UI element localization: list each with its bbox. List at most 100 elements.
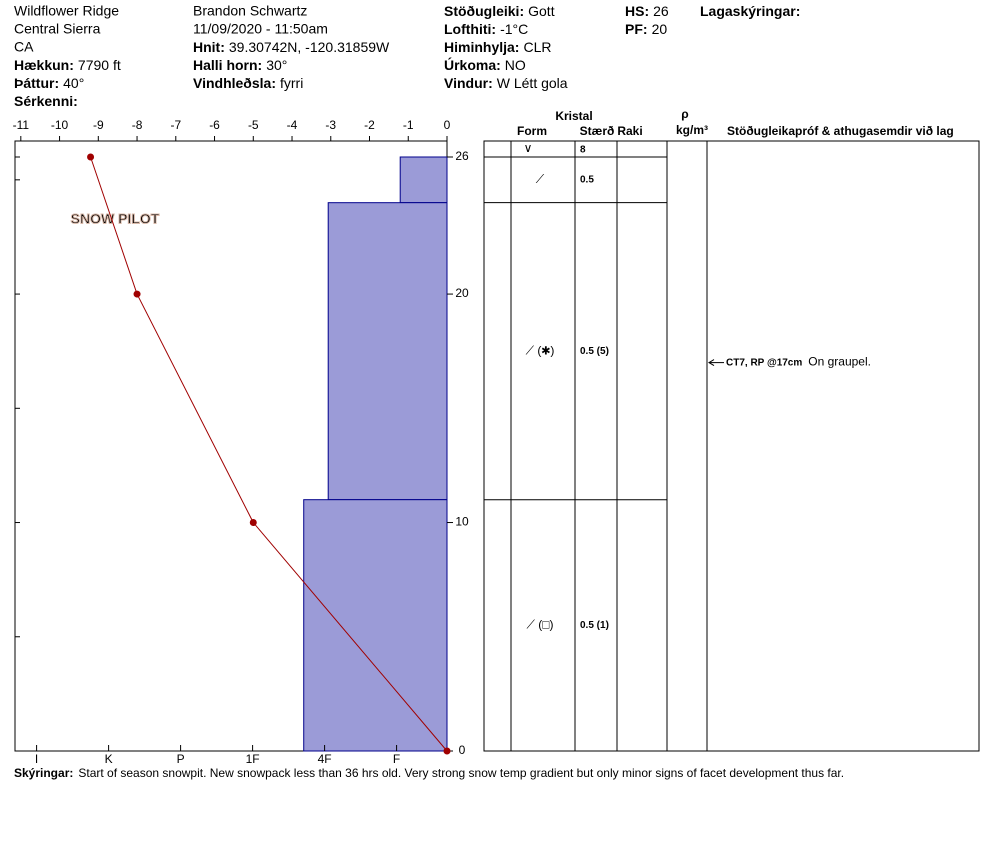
field-label: PF: — [625, 21, 648, 37]
temperature-line — [90, 156, 448, 752]
header-field: PF: 20 — [625, 21, 667, 37]
y-tick-label: 0 — [459, 743, 466, 757]
header-field: HS: 26 — [625, 3, 669, 19]
header-field: Vindur: W Létt gola — [444, 75, 568, 91]
field-label: Vindur: — [444, 75, 493, 91]
field-value: 26 — [653, 3, 669, 19]
header-crystal: Kristal — [555, 109, 592, 123]
x-tick-label: -8 — [132, 118, 143, 132]
field-label: Lagaskýringar: — [700, 3, 800, 19]
x-tick-label: -10 — [51, 118, 69, 132]
field-value: Gott — [528, 3, 555, 19]
header-field: Vindhleðsla: fyrri — [193, 75, 303, 91]
field-value: 7790 ft — [78, 57, 121, 73]
x-tick-label: -9 — [93, 118, 104, 132]
temperature-point — [87, 153, 95, 161]
header-text: Wildflower Ridge — [14, 3, 119, 19]
hardness-bar — [399, 156, 448, 204]
header-density-unit: kg/m³ — [676, 123, 708, 137]
header-field: Úrkoma: NO — [444, 56, 526, 73]
field-label: Halli horn: — [193, 57, 262, 73]
x-tick-label: -1 — [403, 118, 414, 132]
header-field: Lagaskýringar: — [700, 3, 800, 19]
hardness-label: I — [35, 752, 38, 766]
test-text: CT7, RP @17cm On graupel. — [726, 355, 871, 369]
y-tick-label: 20 — [455, 286, 469, 300]
header-moisture: Raki — [617, 124, 642, 138]
field-value: NO — [505, 57, 526, 73]
y-tick-label: 10 — [455, 515, 469, 529]
header-field: Hækkun: 7790 ft — [14, 57, 121, 73]
layer-size: 0.5 (5) — [580, 346, 609, 357]
header-text: Brandon Schwartz — [193, 3, 307, 19]
header-field: Sérkenni: — [14, 93, 78, 109]
header-field: Stöðugleiki: Gott — [444, 3, 555, 19]
surface-size: 8 — [580, 145, 586, 156]
footer: Skýringar: Start of season snowpit. New s… — [14, 766, 844, 780]
field-value: 40° — [63, 75, 84, 91]
header-field: Hnit: 39.30742N, -120.31859W — [193, 39, 390, 55]
temperature-point — [443, 747, 451, 755]
x-tick-label: -3 — [325, 118, 336, 132]
header-field: Þáttur: 40° — [14, 75, 84, 91]
header-density: ρ — [681, 107, 688, 121]
hardness-bar — [327, 202, 448, 501]
hardness-label: 1F — [246, 752, 260, 766]
layer-form: ⟋ (□) — [527, 618, 554, 632]
x-tick-label: -6 — [209, 118, 220, 132]
hardness-label: P — [177, 752, 185, 766]
field-value: CLR — [523, 39, 551, 55]
layer-form: ⟋ — [536, 172, 545, 186]
test-label: CT7, RP @17cm — [726, 357, 802, 368]
surface-form: ∨ — [524, 141, 533, 155]
field-label: HS: — [625, 3, 649, 19]
footer-text: Start of season snowpit. New snowpack le… — [78, 766, 844, 780]
hardness-bar — [303, 499, 448, 752]
hardness-label: K — [105, 752, 113, 766]
header-text: 11/09/2020 - 11:50am — [193, 21, 328, 37]
field-value: 39.30742N, -120.31859W — [229, 39, 390, 55]
table-frame — [483, 140, 980, 752]
header-field: Lofthiti: -1°C — [444, 21, 528, 37]
field-label: Úrkoma: — [444, 56, 501, 73]
header-form: Form — [517, 124, 547, 138]
field-label: Vindhleðsla: — [193, 75, 276, 91]
x-tick-label: -7 — [170, 118, 181, 132]
hardness-label: 4F — [318, 752, 332, 766]
field-value: 30° — [266, 57, 287, 73]
arrow-head — [708, 359, 715, 367]
header-text: CA — [14, 39, 34, 55]
field-value: 20 — [652, 21, 668, 37]
field-label: Hækkun: — [14, 57, 74, 73]
layer-form: ⟋ (✱) — [526, 343, 555, 357]
hardness-label: F — [393, 752, 400, 766]
field-value: fyrri — [280, 75, 303, 91]
field-label: Himinhylja: — [444, 39, 519, 55]
field-label: Þáttur: — [14, 75, 59, 91]
header-field: Himinhylja: CLR — [444, 39, 551, 55]
watermark: SNOW PILOT — [71, 211, 160, 227]
header-comments: Stöðugleikapróf & athugasemdir við lag — [727, 124, 954, 138]
x-tick-label: -4 — [287, 118, 298, 132]
layer-size: 0.5 (1) — [580, 620, 609, 631]
field-label: Stöðugleiki: — [444, 3, 524, 19]
x-tick-label: -5 — [248, 118, 259, 132]
header-size: Stærð — [580, 124, 615, 138]
test-comment: On graupel. — [808, 355, 871, 369]
field-label: Lofthiti: — [444, 21, 496, 37]
header-field: Halli horn: 30° — [193, 57, 287, 73]
x-tick-label: -2 — [364, 118, 375, 132]
temperature-point — [249, 519, 257, 527]
layer-size: 0.5 — [580, 174, 594, 185]
field-label: Hnit: — [193, 39, 225, 55]
temperature-point — [133, 290, 141, 298]
field-label: Sérkenni: — [14, 93, 78, 109]
x-tick-label: 0 — [444, 118, 451, 132]
x-tick-label: -11 — [13, 118, 30, 132]
field-value: -1°C — [500, 21, 528, 37]
field-value: W Létt gola — [497, 75, 568, 91]
header-text: Central Sierra — [14, 21, 101, 37]
y-tick-label: 26 — [455, 149, 469, 163]
footer-label: Skýringar: — [14, 766, 73, 780]
